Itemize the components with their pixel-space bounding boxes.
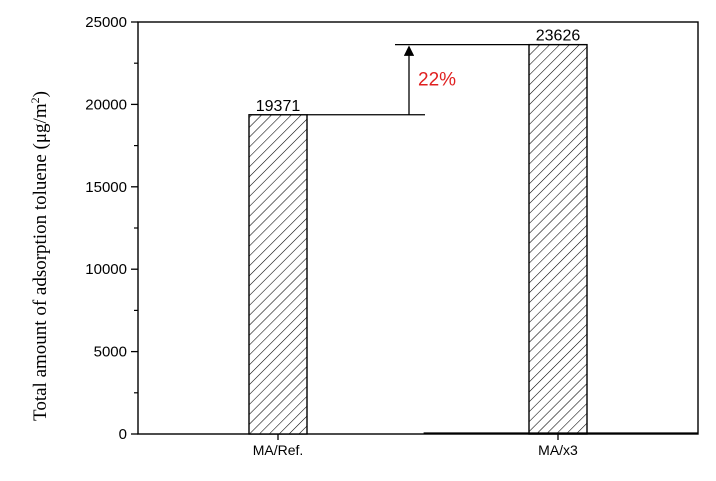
annotation-layer: 22% xyxy=(307,44,529,116)
increase-percent-label: 22% xyxy=(418,70,456,91)
data-labels-layer: 19371 23626 xyxy=(256,28,581,115)
bar xyxy=(528,43,588,435)
y-tick-label: 10000 xyxy=(85,261,127,278)
y-tick-label: 5000 xyxy=(94,344,127,361)
y-tick-label: 15000 xyxy=(85,179,127,196)
bar-value-label: 23626 xyxy=(536,28,581,45)
bar xyxy=(248,114,308,435)
bars-layer xyxy=(248,43,698,435)
x-tick-label: MA/x3 xyxy=(538,442,578,458)
x-axis: MA/Ref. MA/x3 xyxy=(253,434,578,458)
y-tick-label: 0 xyxy=(119,426,127,443)
y-axis: 0 5000 10000 15000 20000 25000 xyxy=(85,14,138,443)
x-tick-label: MA/Ref. xyxy=(253,442,304,458)
y-axis-label: Total amount of adsorption toluene (μg/m… xyxy=(28,91,51,421)
y-tick-label: 25000 xyxy=(85,14,127,31)
y-tick-label: 20000 xyxy=(85,96,127,113)
bar-value-label: 19371 xyxy=(256,98,301,115)
